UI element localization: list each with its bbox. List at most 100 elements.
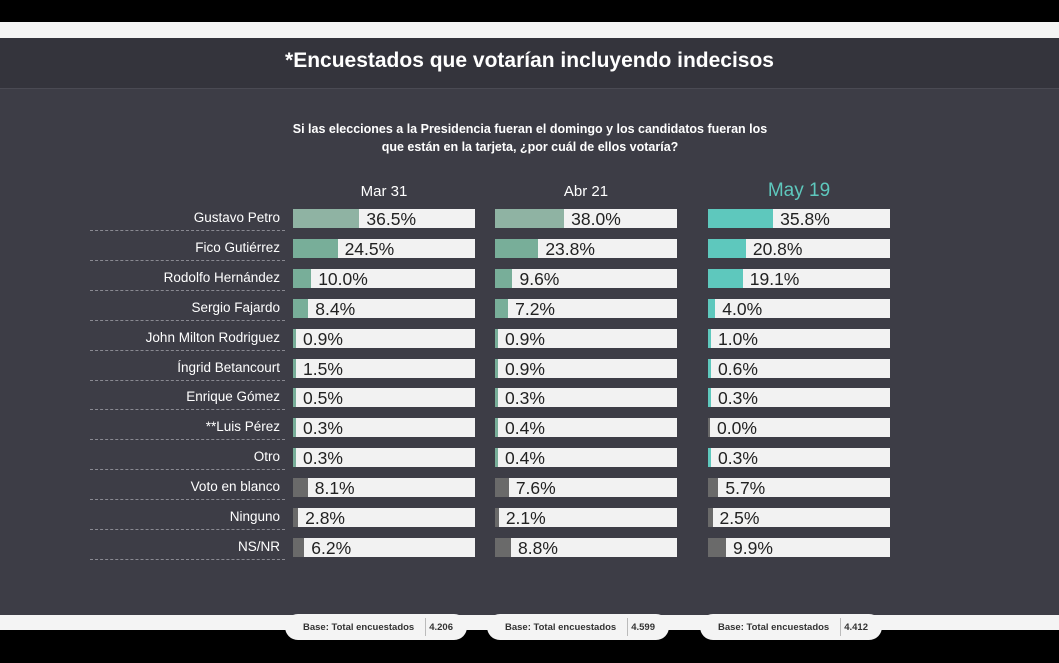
bar-track: 9.9%	[708, 537, 890, 558]
data-label: 0.3%	[505, 388, 545, 409]
bar	[293, 537, 305, 557]
bar	[495, 238, 539, 258]
bar-track: 10.0%	[293, 268, 475, 289]
data-label: 0.4%	[505, 448, 545, 469]
survey-question: Si las elecciones a la Presidencia fuera…	[250, 120, 810, 156]
bar	[708, 418, 710, 438]
row-divider	[90, 289, 285, 291]
bar	[495, 478, 509, 498]
data-label: 9.6%	[519, 268, 560, 289]
data-label: 1.5%	[303, 358, 343, 379]
bar-track: 36.5%	[293, 209, 475, 229]
row-label: Fico Gutiérrez	[195, 239, 280, 255]
row-divider	[90, 319, 285, 321]
bar-track: 6.2%	[293, 537, 475, 558]
column-header: May 19	[767, 180, 831, 201]
page-title: *Encuestados que votarían incluyendo ind…	[285, 49, 774, 72]
data-label: 35.8%	[780, 209, 830, 229]
bar-track: 0.6%	[708, 358, 890, 379]
bar-track: 0.4%	[495, 448, 677, 469]
data-label: 0.4%	[505, 418, 545, 439]
base-separator	[840, 618, 841, 636]
bar-track: 0.3%	[708, 388, 890, 409]
bar-track: 2.1%	[495, 508, 677, 528]
bar	[495, 268, 513, 288]
bar-track: 35.8%	[708, 209, 890, 229]
base-value: 4.599	[631, 621, 655, 633]
data-label: 0.5%	[303, 388, 343, 409]
row-label: John Milton Rodriguez	[145, 329, 280, 345]
data-label: 20.8%	[752, 238, 803, 259]
bar	[293, 268, 312, 288]
bar-track: 0.3%	[495, 388, 677, 409]
bar	[293, 358, 296, 378]
bar-track: 8.1%	[293, 478, 475, 499]
data-label: 8.8%	[518, 537, 558, 558]
bar-track: 1.0%	[708, 328, 890, 349]
data-label: 0.9%	[505, 328, 545, 349]
bar-track: 1.5%	[293, 358, 475, 379]
top-white-band	[0, 22, 1059, 38]
base-value: 4.206	[429, 621, 453, 633]
data-label: 1.0%	[718, 328, 758, 349]
bar-track: 0.0%	[708, 418, 890, 439]
data-label: 0.6%	[718, 358, 758, 379]
bar	[495, 418, 498, 438]
data-label: 9.9%	[733, 537, 773, 558]
bar-track: 0.4%	[495, 418, 677, 439]
base-value: 4.412	[844, 621, 868, 633]
data-label: 24.5%	[344, 238, 395, 259]
row-label: Ninguno	[229, 509, 280, 524]
base-badge: Base: Total encuestados 4.412	[700, 614, 882, 640]
question-line-1: Si las elecciones a la Presidencia fuera…	[292, 122, 768, 136]
bar-track: 20.8%	[708, 238, 890, 259]
base-label: Base: Total encuestados	[505, 621, 617, 633]
bar-track: 0.9%	[495, 358, 677, 379]
bar	[293, 209, 360, 228]
bar-track: 2.5%	[708, 508, 890, 528]
bar-track: 9.6%	[495, 268, 677, 289]
bar-track: 0.3%	[293, 418, 475, 438]
bar	[708, 478, 719, 498]
bar	[293, 448, 296, 468]
bar-track: 0.3%	[708, 448, 890, 468]
bar	[708, 298, 716, 318]
row-label: Íngrid Betancourt	[177, 359, 280, 375]
data-label: 36.5%	[366, 209, 417, 229]
bar	[708, 209, 774, 228]
row-label: Voto en blanco	[190, 479, 280, 495]
data-label: 0.3%	[303, 448, 343, 469]
row-divider	[90, 499, 285, 501]
data-label: 23.8%	[545, 238, 595, 259]
data-label: 0.3%	[718, 388, 758, 409]
bar-track: 0.5%	[293, 388, 475, 409]
bar	[293, 238, 338, 258]
data-label: 5.7%	[725, 478, 766, 499]
header-bar: *Encuestados que votarían incluyendo ind…	[0, 38, 1059, 89]
row-label: Otro	[253, 449, 280, 465]
bar	[495, 537, 512, 557]
data-label: 8.4%	[315, 298, 356, 319]
row-label: Gustavo Petro	[193, 210, 280, 225]
data-label: 0.0%	[717, 418, 757, 439]
data-label: 7.2%	[515, 298, 555, 319]
row-divider	[90, 529, 285, 530]
data-label: 19.1%	[749, 268, 800, 289]
row-label: **Luis Pérez	[205, 419, 280, 435]
bar-track: 24.5%	[293, 238, 475, 259]
bar	[293, 328, 296, 348]
bar-track: 8.4%	[293, 298, 475, 319]
row-divider	[90, 349, 285, 351]
row-divider	[90, 379, 285, 381]
data-label: 8.1%	[314, 478, 355, 499]
bar	[708, 388, 711, 408]
bar	[495, 358, 498, 378]
row-divider	[90, 230, 285, 231]
data-label: 6.2%	[311, 537, 352, 558]
row-divider	[90, 469, 285, 471]
bar	[708, 238, 746, 258]
row-divider	[90, 439, 285, 441]
row-label: Enrique Gómez	[186, 389, 280, 405]
row-divider	[90, 409, 285, 411]
bar-track: 23.8%	[495, 238, 677, 259]
